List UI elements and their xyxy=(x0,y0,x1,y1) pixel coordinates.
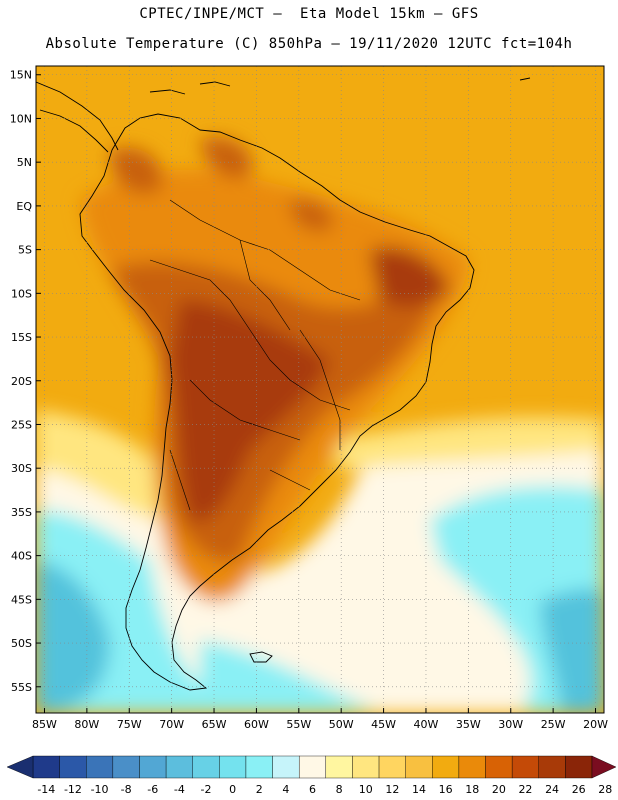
lon-tick-label: 65W xyxy=(202,718,227,731)
lon-tick-label: 75W xyxy=(117,718,142,731)
colorbar-label: 12 xyxy=(385,783,399,796)
colorbar-swatch xyxy=(245,755,273,779)
colorbar-swatch xyxy=(165,755,193,779)
colorbar-swatch xyxy=(59,755,87,779)
field-land-hottest xyxy=(170,247,450,522)
lat-tick-label: EQ xyxy=(16,200,32,213)
lat-tick-label: 5S xyxy=(18,244,32,257)
colorbar-swatch xyxy=(432,755,460,779)
lat-tick-label: 35S xyxy=(11,506,32,519)
colorbar-label: -10 xyxy=(91,783,109,796)
colorbar-swatch xyxy=(112,755,140,779)
colorbar-label: 22 xyxy=(518,783,532,796)
lon-tick-label: 30W xyxy=(498,718,523,731)
colorbar-label: -12 xyxy=(64,783,82,796)
colorbar-label: 14 xyxy=(412,783,426,796)
colorbar-swatch xyxy=(352,755,380,779)
chart-title-line2: Absolute Temperature (C) 850hPa – 19/11/… xyxy=(45,36,573,52)
lat-tick-label: 30S xyxy=(11,462,32,475)
map-frame xyxy=(35,65,605,714)
lat-tick-label: 55S xyxy=(11,681,32,694)
colorbar-label: 6 xyxy=(309,783,316,796)
latitude-axis: 15N 10N 5N EQ 5S 10S 15S 20S 25S 30S 35S 40S 45S 50S 5… xyxy=(10,69,41,694)
lon-tick-label: 60W xyxy=(244,718,269,731)
colorbar-label: 10 xyxy=(359,783,373,796)
colorbar-swatch xyxy=(219,755,247,779)
field-pale-band xyxy=(36,430,604,713)
lat-tick-label: 40S xyxy=(11,550,32,563)
chart-title-line1: CPTEC/INPE/MCT – Eta Model 15km – GFS xyxy=(139,6,479,22)
coastlines xyxy=(36,77,531,691)
lon-tick-label: 80W xyxy=(74,718,99,731)
country-borders xyxy=(149,199,361,511)
central-america-coastline xyxy=(36,81,119,153)
field-yellow-band xyxy=(36,410,604,520)
colorbar-label: 24 xyxy=(545,783,559,796)
colorbar-label: -8 xyxy=(121,783,132,796)
field-warm-patches xyxy=(110,137,333,232)
colorbar-swatch xyxy=(565,755,593,779)
colorbar-swatch xyxy=(485,755,513,779)
colorbar-label: -14 xyxy=(37,783,55,796)
lat-tick-label: 15S xyxy=(11,331,32,344)
colorbar-swatch xyxy=(538,755,566,779)
lon-tick-label: 25W xyxy=(541,718,566,731)
colorbar-swatch xyxy=(272,755,300,779)
colorbar-swatch xyxy=(86,755,114,779)
field-cold-south xyxy=(200,640,380,713)
lat-tick-label: 10N xyxy=(10,112,32,125)
colorbar-label: 20 xyxy=(492,783,506,796)
lat-tick-label: 50S xyxy=(11,637,32,650)
lat-tick-label: 15N xyxy=(10,69,32,82)
colorbar-label: 0 xyxy=(229,783,236,796)
colorbar-label: 26 xyxy=(572,783,586,796)
lat-tick-label: 5N xyxy=(17,156,32,169)
colorbar-swatch xyxy=(325,755,353,779)
colorbar-swatch xyxy=(405,755,433,779)
temperature-field xyxy=(36,66,604,713)
colorbar-swatch xyxy=(298,755,327,779)
lon-tick-label: 40W xyxy=(414,718,439,731)
colorbar-label: 4 xyxy=(282,783,289,796)
colorbar-swatch xyxy=(511,755,539,779)
lat-tick-label: 45S xyxy=(11,593,32,606)
colorbar: -14 -12 -10 -8 -6 -4 -2 0 2 4 6 8 10 12 14 16 18 20 22 24 26… xyxy=(6,755,617,796)
lon-tick-label: 85W xyxy=(32,718,57,731)
colorbar-swatch xyxy=(378,755,406,779)
colorbar-label: 2 xyxy=(256,783,263,796)
colorbar-swatch xyxy=(458,755,486,779)
lon-tick-label: 35W xyxy=(456,718,481,731)
colorbar-low-extend xyxy=(6,755,34,779)
lat-tick-label: 10S xyxy=(11,287,32,300)
colorbar-swatch xyxy=(139,755,167,779)
colorbar-label: -2 xyxy=(201,783,212,796)
colorbar-label: 16 xyxy=(439,783,453,796)
colorbar-label: 28 xyxy=(598,783,612,796)
longitude-axis: 85W 80W 75W 70W 65W 60W 55W 50W 45W 40W 35W 30W 25W 2… xyxy=(32,708,608,731)
colorbar-label: 8 xyxy=(336,783,343,796)
colorbar-label: 18 xyxy=(465,783,479,796)
lon-tick-label: 50W xyxy=(329,718,354,731)
colorbar-label: -6 xyxy=(147,783,158,796)
falkland-islands xyxy=(249,651,273,663)
lat-tick-label: 20S xyxy=(11,375,32,388)
lat-tick-label: 25S xyxy=(11,418,32,431)
lat-lon-gridlines xyxy=(36,66,604,713)
lon-tick-label: 45W xyxy=(371,718,396,731)
lon-tick-label: 70W xyxy=(159,718,184,731)
caribbean-islands xyxy=(149,77,531,95)
colorbar-swatch xyxy=(32,755,60,779)
colorbar-swatch xyxy=(192,755,220,779)
south-america-coastline xyxy=(79,113,475,691)
colorbar-high-extend xyxy=(591,755,617,779)
lon-tick-label: 20W xyxy=(583,718,608,731)
lon-tick-label: 55W xyxy=(286,718,311,731)
colorbar-label: -4 xyxy=(174,783,185,796)
